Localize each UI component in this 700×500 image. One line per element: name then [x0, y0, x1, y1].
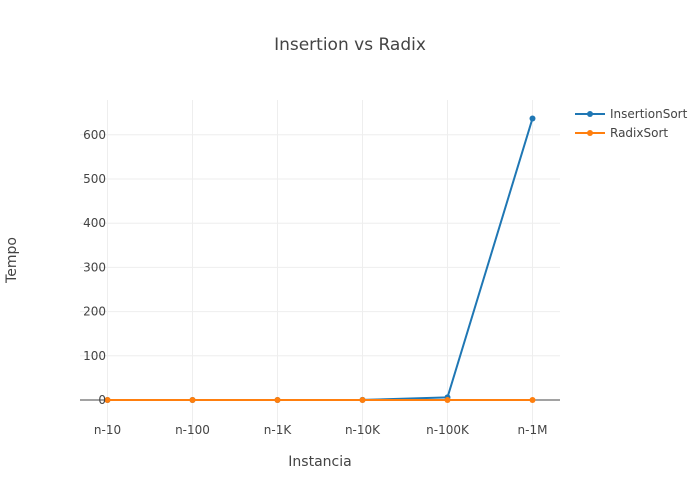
data-point-radixsort	[274, 397, 281, 403]
series-line-insertionsort	[107, 118, 534, 401]
data-point-radixsort	[104, 397, 111, 403]
grid-layer	[80, 100, 560, 440]
legend-item-radixsort[interactable]: RadixSort	[575, 126, 668, 140]
data-point-radixsort	[444, 397, 451, 403]
x-tick-label: n-1K	[264, 423, 293, 437]
y-tick-label: 400	[83, 216, 106, 230]
legend-label-insertionsort: InsertionSort	[610, 107, 688, 121]
data-point-insertionsort	[529, 115, 536, 122]
data-point-radixsort	[529, 397, 536, 403]
y-axis-title: Tempo	[4, 237, 20, 284]
legend-marker-insertionsort	[587, 111, 593, 117]
data-point-radixsort	[359, 397, 366, 403]
y-tick-label: 200	[83, 305, 106, 319]
x-tick-label: n-10K	[345, 423, 381, 437]
y-tick-labels: 0 100 200 300 400 500 600	[83, 128, 106, 407]
x-tick-label: n-100K	[426, 423, 470, 437]
series-layer	[104, 115, 536, 403]
y-tick-label: 600	[83, 128, 106, 142]
y-tick-label: 100	[83, 349, 106, 363]
chart-title: Insertion vs Radix	[274, 35, 426, 55]
x-axis-title: Instancia	[288, 454, 351, 470]
x-tick-label: n-10	[94, 423, 121, 437]
x-tick-label: n-100	[175, 423, 210, 437]
legend[interactable]: InsertionSort RadixSort	[575, 107, 688, 140]
y-tick-label: 0	[98, 393, 106, 407]
legend-marker-radixsort	[587, 130, 593, 136]
legend-item-insertionsort[interactable]: InsertionSort	[575, 107, 688, 121]
x-tick-labels: n-10 n-100 n-1K n-10K n-100K n-1M	[94, 423, 548, 437]
y-tick-label: 300	[83, 260, 106, 274]
x-tick-label: n-1M	[518, 423, 548, 437]
legend-label-radixsort: RadixSort	[610, 126, 668, 140]
data-point-radixsort	[189, 397, 196, 403]
y-tick-label: 500	[83, 172, 106, 186]
